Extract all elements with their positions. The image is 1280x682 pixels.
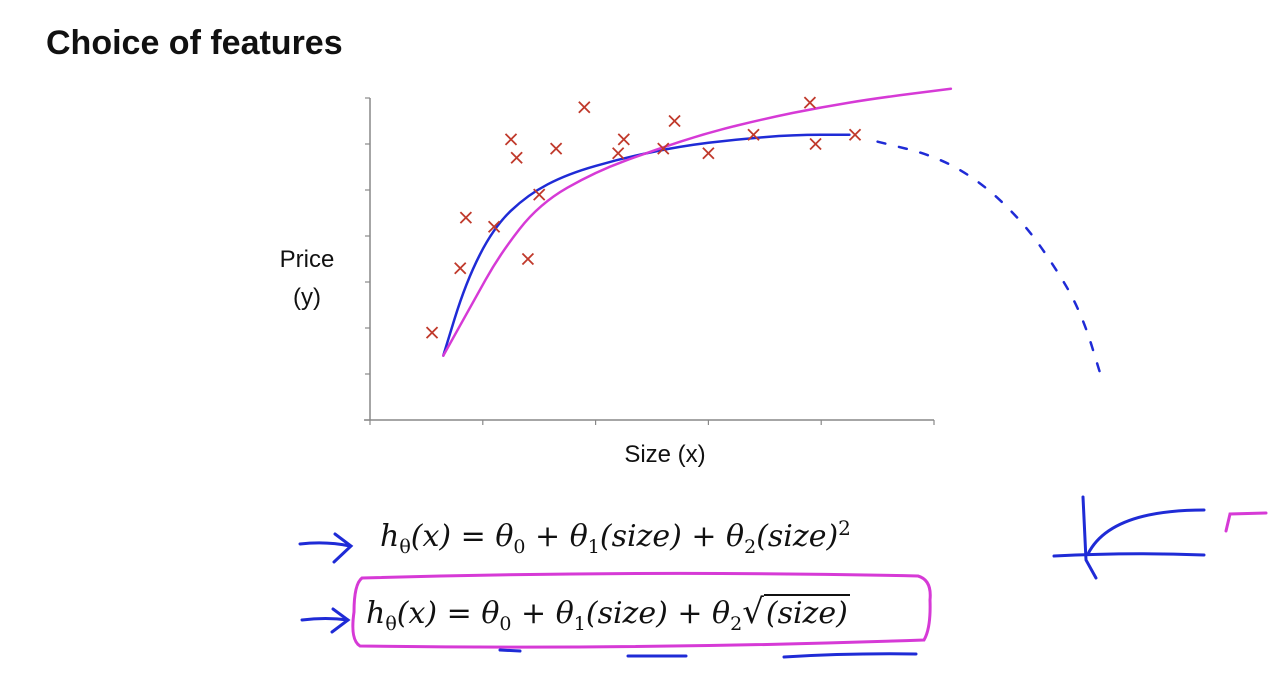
- handwritten-annotations: [298, 495, 1268, 659]
- formula-text: +: [511, 596, 556, 631]
- sqrt-mark-icon: [1224, 511, 1268, 533]
- formula-text: (size): [763, 594, 850, 631]
- formula-sub: θ: [399, 536, 411, 558]
- x-axis-label: Size (x): [624, 441, 705, 468]
- arrow-head-icon: [332, 532, 354, 564]
- data-point: [657, 142, 670, 155]
- formula-power: 2: [838, 516, 851, 540]
- chart-axes: [364, 98, 934, 421]
- formula-text: (x) =: [396, 596, 482, 631]
- formula-sub: 1: [573, 613, 586, 635]
- arrow-icon: [300, 617, 350, 622]
- fit-curves: [442, 87, 1105, 385]
- formula-sub: 2: [730, 613, 743, 635]
- data-point: [747, 128, 760, 141]
- data-point-stroke: [487, 220, 501, 233]
- arrow-icon: [298, 541, 352, 548]
- chart-ticks: [365, 97, 935, 425]
- data-point: [510, 151, 523, 164]
- data-point: [425, 326, 439, 339]
- formula-theta: θ: [495, 519, 514, 554]
- data-point-stroke: [510, 151, 523, 164]
- data-point-stroke: [425, 326, 439, 339]
- data-point: [533, 188, 546, 201]
- data-point: [459, 211, 473, 224]
- data-point: [487, 220, 501, 233]
- formula-text: (size): [756, 519, 839, 554]
- data-point: [549, 142, 563, 155]
- data-point: [848, 128, 862, 141]
- underline-mark: [782, 652, 918, 659]
- data-point-stroke: [702, 147, 715, 160]
- hypothesis-quadratic: hθ(x) = θ0 + θ1(size) + θ2(size)2: [380, 516, 851, 558]
- data-points: [425, 96, 862, 339]
- data-point-stroke: [848, 128, 862, 141]
- formula-sub: 0: [513, 536, 526, 558]
- fit-curve-extrapolation: [876, 140, 1105, 385]
- data-point: [578, 101, 591, 114]
- formula-theta: θ: [726, 519, 745, 554]
- data-point: [809, 137, 822, 151]
- data-point-stroke: [803, 96, 817, 109]
- data-point-stroke: [747, 128, 760, 141]
- y-axis-label: Price: [280, 246, 335, 273]
- data-point-stroke: [521, 252, 535, 266]
- formula-theta: θ: [481, 596, 500, 631]
- mini-axis-x: [1052, 552, 1206, 558]
- data-point-stroke: [668, 114, 681, 128]
- fit-curve-2: [442, 87, 953, 357]
- fit-curve-1: [442, 133, 851, 357]
- formula-sub: 0: [499, 613, 512, 635]
- formula-theta: θ: [712, 596, 731, 631]
- arrow-head-icon: [330, 607, 351, 634]
- slide-title: Choice of features: [46, 24, 343, 62]
- data-point: [668, 114, 681, 128]
- underline-mark: [498, 648, 522, 653]
- data-point-stroke: [454, 262, 467, 275]
- formula-text: (size) +: [599, 519, 727, 554]
- data-point: [612, 147, 625, 160]
- data-point-stroke: [549, 142, 563, 155]
- formula-sub: 2: [744, 536, 757, 558]
- formula-text: (x) =: [410, 519, 496, 554]
- data-point: [617, 133, 630, 146]
- formula-h: h: [380, 519, 400, 554]
- data-point-stroke: [809, 137, 822, 151]
- formula-sub: θ: [385, 613, 397, 635]
- data-point-stroke: [459, 211, 473, 224]
- formula-h: h: [366, 596, 386, 631]
- hypothesis-sqrt: hθ(x) = θ0 + θ1(size) + θ2√(size): [366, 592, 850, 635]
- sqrt-icon: √: [742, 592, 764, 632]
- data-point: [702, 147, 715, 160]
- highlight-box: [351, 571, 932, 649]
- data-point: [521, 252, 535, 266]
- sqrt-group: √(size): [742, 592, 850, 632]
- data-point-stroke: [612, 147, 625, 160]
- y-axis-label-unit: (y): [293, 284, 321, 311]
- data-point: [803, 96, 817, 109]
- data-point-stroke: [504, 133, 518, 146]
- data-point: [504, 133, 518, 146]
- formula-sub: 1: [587, 536, 600, 558]
- formula-text: (size) +: [585, 596, 713, 631]
- formula-theta: θ: [555, 596, 574, 631]
- mini-sqrt-curve: [1086, 508, 1206, 556]
- data-point: [454, 262, 467, 275]
- formula-text: +: [525, 519, 570, 554]
- data-point-stroke: [533, 188, 546, 201]
- data-point-stroke: [657, 142, 670, 155]
- data-point-stroke: [578, 101, 591, 114]
- data-point-stroke: [617, 133, 630, 146]
- mini-axis-y: [1081, 495, 1098, 580]
- formula-theta: θ: [569, 519, 588, 554]
